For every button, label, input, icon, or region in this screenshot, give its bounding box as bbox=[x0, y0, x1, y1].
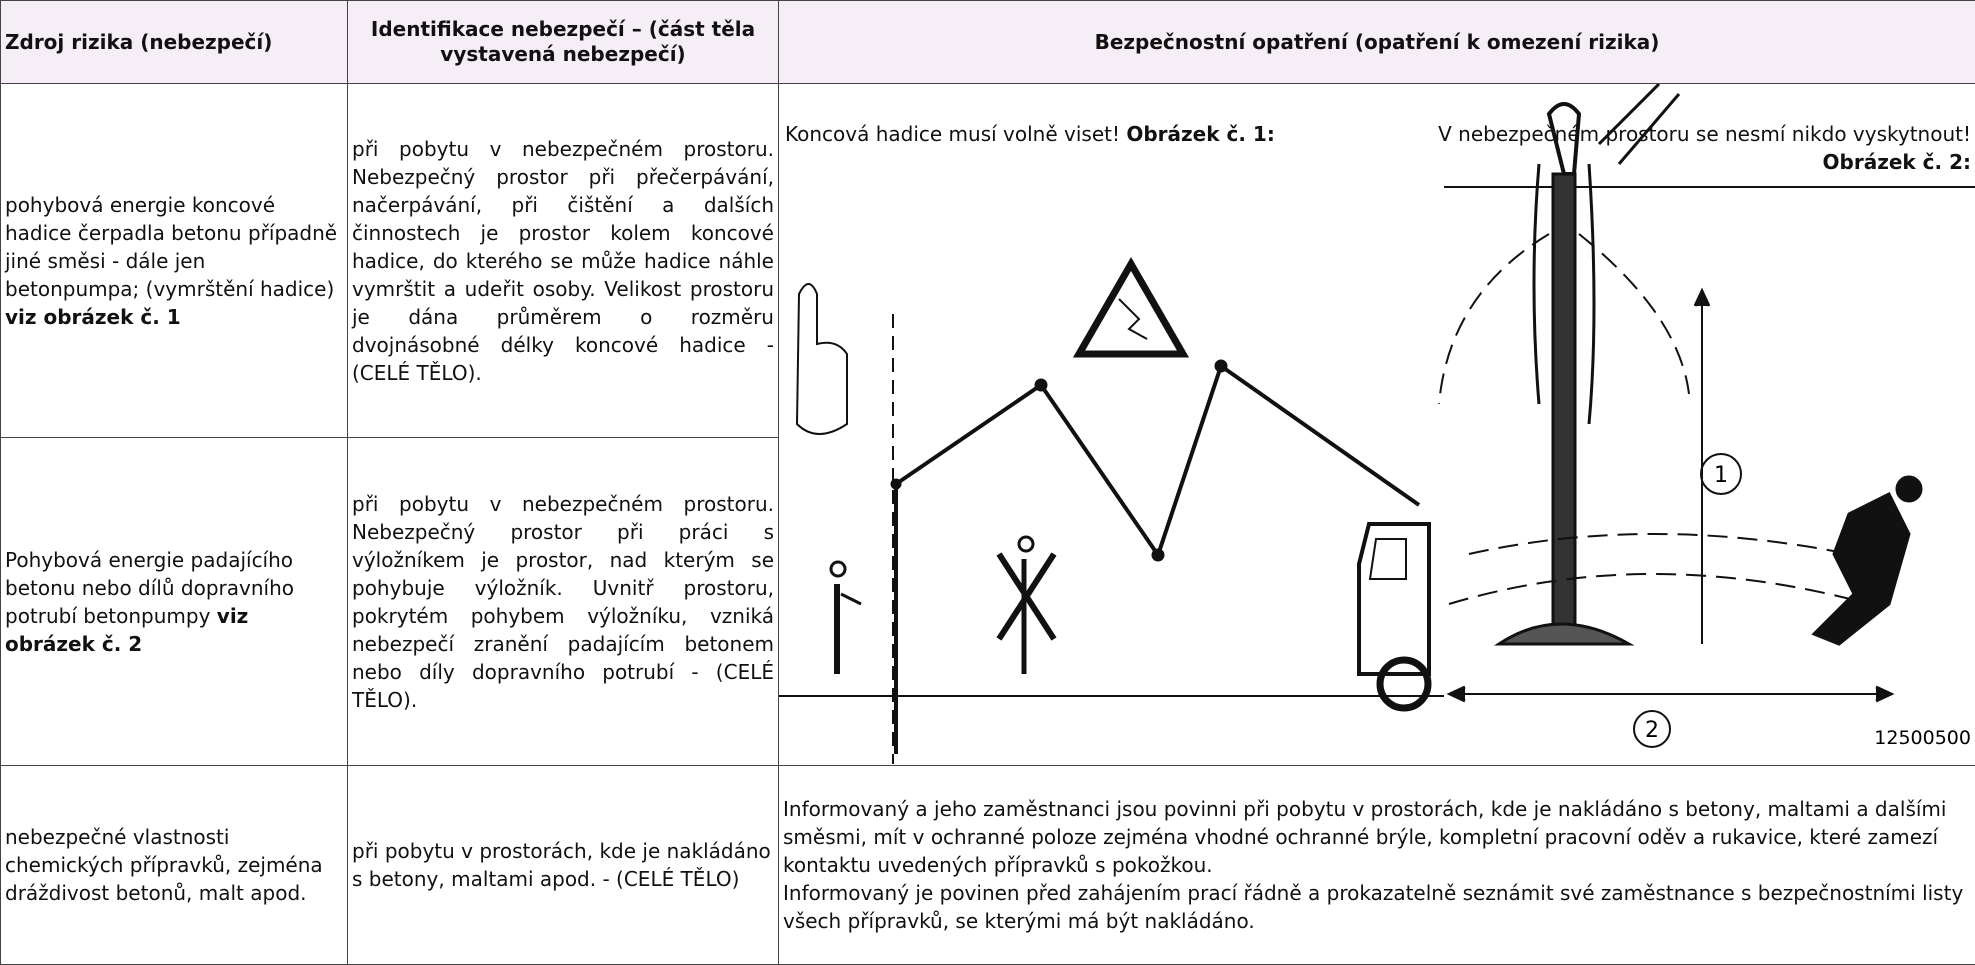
measures-cell: Informovaný a jeho zaměstnanci jsou povi… bbox=[779, 766, 1975, 965]
source-cell: pohybová energie koncové hadice čerpadla… bbox=[1, 84, 348, 438]
figure-1 bbox=[779, 264, 1444, 764]
figure-2 bbox=[1439, 84, 1975, 747]
header-cell: Bezpečnostní opatření (opatření k omezen… bbox=[779, 1, 1975, 84]
source-text: Pohybová energie padajícího betonu nebo … bbox=[5, 548, 294, 628]
source-text: pohybová energie koncové hadice čerpadla… bbox=[5, 193, 337, 301]
figure-label: 2 bbox=[1645, 718, 1659, 743]
measure-paragraph: Informovaný je povinen před zahájením pr… bbox=[783, 879, 1971, 935]
figures-drawing: 1 2 12500500 bbox=[779, 84, 1975, 766]
figure-code: 12500500 bbox=[1874, 727, 1971, 749]
source-ref: viz obrázek č. 1 bbox=[5, 305, 181, 329]
identification-cell: při pobytu v nebezpečném prostoru. Nebez… bbox=[348, 438, 779, 766]
row: pohybová energie koncové hadice čerpadla… bbox=[1, 84, 1975, 438]
header-cell: Identifikace nebezpečí – (část těla vyst… bbox=[348, 1, 779, 84]
source-text: nebezpečné vlastnosti chemických příprav… bbox=[5, 825, 323, 905]
figure-label: 1 bbox=[1714, 463, 1728, 488]
header-row: Zdroj rizika (nebezpečí) Identifikace ne… bbox=[1, 1, 1975, 84]
measure-paragraph: Informovaný a jeho zaměstnanci jsou povi… bbox=[783, 795, 1971, 879]
source-cell: Pohybová energie padajícího betonu nebo … bbox=[1, 438, 348, 766]
source-cell: nebezpečné vlastnosti chemických příprav… bbox=[1, 766, 348, 965]
figures-cell: Koncová hadice musí volně viset! Obrázek… bbox=[779, 84, 1975, 766]
identification-cell: při pobytu v prostorách, kde je nakládán… bbox=[348, 766, 779, 965]
header-cell: Zdroj rizika (nebezpečí) bbox=[1, 1, 348, 84]
identification-cell: při pobytu v nebezpečném prostoru. Nebez… bbox=[348, 84, 779, 438]
row: nebezpečné vlastnosti chemických příprav… bbox=[1, 766, 1975, 965]
